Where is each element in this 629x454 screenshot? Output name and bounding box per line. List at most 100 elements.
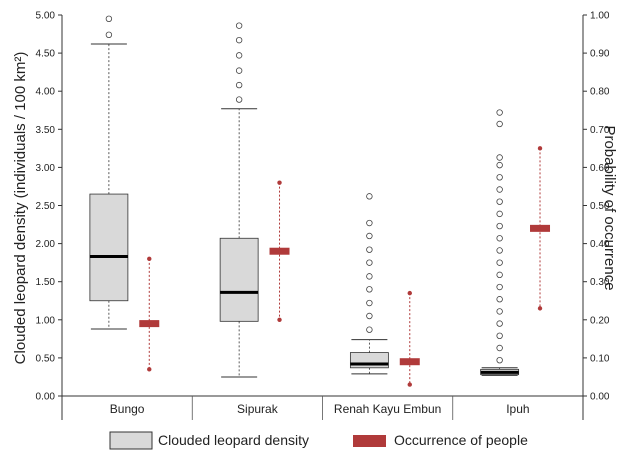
x-tick-label: Sipurak <box>237 402 279 416</box>
outlier-point <box>235 22 243 29</box>
y-axis-left-ticks: 0.00 0.50 1.00 1.50 2.00 2.50 3.00 3.50 4.00 4.50… <box>36 11 62 403</box>
density-box-ipuh <box>480 109 520 376</box>
y-right-tick-label: 0.00 <box>590 392 610 403</box>
legend-label-occurrence: Occurrence of people <box>394 432 528 448</box>
y-right-tick-label: 0.60 <box>590 163 610 174</box>
outlier-point <box>366 259 373 266</box>
occurrence-high-point <box>537 146 543 151</box>
outlier-point <box>496 356 503 364</box>
y-left-tick-label: 3.50 <box>36 125 56 136</box>
iqr-box <box>89 193 129 302</box>
outlier-point <box>496 332 503 340</box>
outlier-point <box>366 219 373 227</box>
outlier-point <box>235 67 243 74</box>
outlier-point <box>496 120 503 128</box>
plot-area <box>89 15 551 387</box>
occurrence-renah-kayu-embun <box>399 290 420 387</box>
y-left-tick-label: 4.50 <box>36 49 56 60</box>
occurrence-mean-bar <box>399 358 420 366</box>
x-axis-labels: Bungo Sipurak Renah Kayu Embun Ipuh <box>110 402 530 416</box>
outlier-point <box>496 344 503 352</box>
iqr-box <box>219 237 259 322</box>
outlier-point <box>105 15 113 23</box>
legend-swatch-occurrence <box>353 435 386 447</box>
y-right-tick-label: 0.40 <box>590 239 610 250</box>
outlier-point <box>496 210 503 218</box>
y-left-tick-label: 0.00 <box>36 392 56 403</box>
legend: Clouded leopard density Occurrence of pe… <box>109 431 528 450</box>
y-right-tick-label: 0.30 <box>590 277 610 288</box>
outlier-point <box>366 312 373 320</box>
outlier-point <box>105 31 113 39</box>
outlier-point <box>366 273 373 280</box>
outlier-point <box>496 198 503 205</box>
occurrence-low-point <box>147 367 152 372</box>
outlier-point <box>496 235 503 242</box>
y-right-tick-label: 0.90 <box>590 49 610 60</box>
axes <box>61 15 584 420</box>
outlier-point <box>496 109 503 116</box>
y-left-tick-label: 0.50 <box>36 353 56 364</box>
y-left-tick-label: 2.50 <box>36 201 56 212</box>
occurrence-mean-bar <box>530 224 551 232</box>
outlier-point <box>235 96 243 103</box>
outlier-point <box>366 193 373 200</box>
outlier-point <box>496 222 503 230</box>
occurrence-low-point <box>407 382 412 387</box>
occurrence-mean-bar <box>139 320 160 328</box>
occurrence-high-point <box>407 290 412 296</box>
occurrence-low-point <box>277 317 282 322</box>
density-box-renah-kayu-embun <box>349 193 389 375</box>
density-box-bungo <box>89 15 129 330</box>
occurrence-ipuh <box>530 146 551 311</box>
y-left-tick-label: 4.00 <box>36 87 56 98</box>
outlier-point <box>496 247 503 254</box>
occurrence-mean-bar <box>269 247 290 255</box>
iqr-box <box>349 352 389 369</box>
x-tick-label: Ipuh <box>506 402 529 416</box>
outlier-point <box>366 232 373 240</box>
occurrence-bungo <box>139 256 160 372</box>
y-right-tick-label: 0.70 <box>590 125 610 136</box>
y-axis-right-label: Probability of occurrence <box>601 125 618 290</box>
y-right-tick-label: 0.20 <box>590 315 610 326</box>
outlier-point <box>496 320 503 327</box>
outlier-point <box>496 259 503 266</box>
x-tick-label: Renah Kayu Embun <box>334 402 441 416</box>
outlier-point <box>366 286 373 293</box>
occurrence-sipurak <box>269 180 290 322</box>
outlier-point <box>366 246 373 253</box>
y-right-tick-label: 0.50 <box>590 201 610 212</box>
y-right-tick-label: 0.80 <box>590 87 610 98</box>
occurrence-low-point <box>537 306 543 311</box>
outlier-point <box>366 326 373 333</box>
y-left-tick-label: 1.50 <box>36 277 56 288</box>
legend-label-density: Clouded leopard density <box>158 432 309 448</box>
y-left-tick-label: 3.00 <box>36 163 56 174</box>
y-left-tick-label: 2.00 <box>36 239 56 250</box>
density-box-sipurak <box>219 22 259 378</box>
outlier-point <box>496 296 503 303</box>
outlier-point <box>496 186 503 193</box>
legend-swatch-density <box>109 431 153 450</box>
y-right-tick-label: 1.00 <box>590 11 610 22</box>
y-axis-right-ticks: 0.00 0.10 0.20 0.30 0.40 0.50 0.60 0.70 0.80 0.90… <box>583 11 610 403</box>
y-left-tick-label: 1.00 <box>36 315 56 326</box>
outlier-point <box>235 36 243 44</box>
outlier-point <box>496 283 503 291</box>
outlier-point <box>496 154 503 161</box>
outlier-point <box>235 81 243 89</box>
outlier-point <box>496 271 503 279</box>
occurrence-high-point <box>147 256 152 262</box>
outlier-point <box>366 299 373 307</box>
y-axis-left-label: Clouded leopard density (individuals / 1… <box>12 52 29 365</box>
outlier-point <box>496 308 503 315</box>
outlier-point <box>496 174 503 181</box>
y-right-tick-label: 0.10 <box>590 353 610 364</box>
x-tick-label: Bungo <box>110 402 145 416</box>
outlier-point <box>496 161 503 169</box>
occurrence-high-point <box>277 180 282 185</box>
outlier-point <box>235 52 243 59</box>
y-left-tick-label: 5.00 <box>36 11 56 22</box>
